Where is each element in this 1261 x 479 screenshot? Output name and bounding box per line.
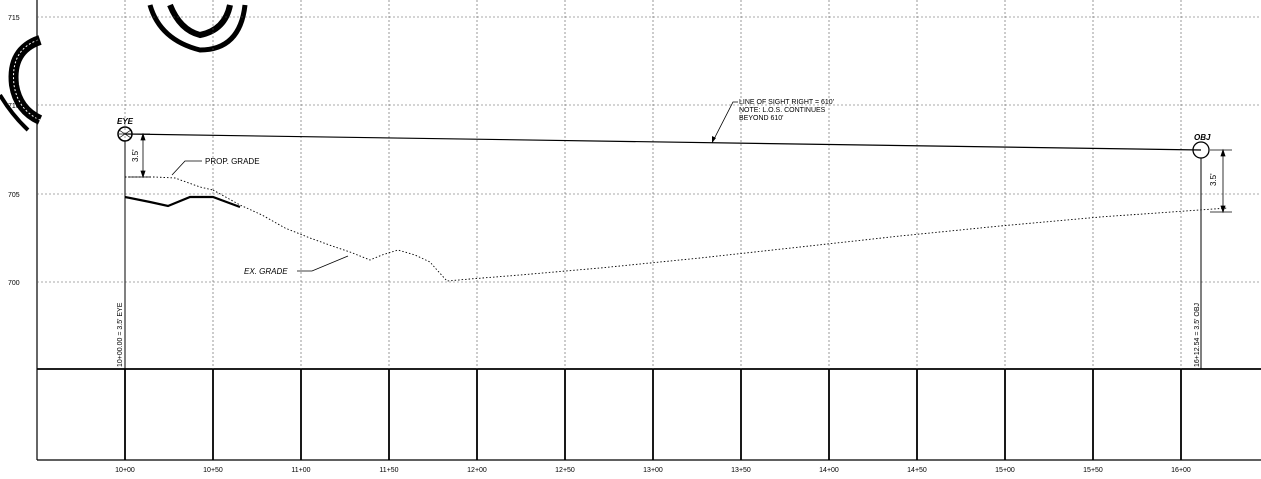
x-label: 14+50 — [907, 467, 927, 474]
x-label: 11+00 — [291, 467, 310, 474]
obj-station-label: 16+12.54 = 3.5' OBJ — [1194, 303, 1201, 367]
station-labels: 10+00 10+50 11+00 11+50 12+00 12+50 13+0… — [115, 467, 1191, 474]
ex-grade-label: EX. GRADE — [244, 267, 288, 276]
x-label: 12+00 — [467, 467, 487, 474]
x-label: 11+50 — [379, 467, 398, 474]
los-note-line1: LINE OF SIGHT RIGHT = 610' — [739, 99, 834, 106]
line-of-sight — [124, 133, 1202, 151]
los-note-line3: BEYOND 610' — [739, 115, 784, 122]
los-leader — [711, 101, 738, 144]
x-label: 14+00 — [819, 467, 839, 474]
x-label: 15+50 — [1083, 467, 1103, 474]
x-label: 10+00 — [115, 467, 135, 474]
prop-grade-label: PROP. GRADE — [205, 157, 260, 166]
y-label: 700 — [8, 280, 20, 287]
eye-height-label: 3.5' — [131, 149, 140, 162]
proposed-grade-dotted — [125, 176, 214, 191]
elevation-labels: 715 710 705 700 — [8, 15, 20, 287]
existing-grade-line — [212, 189, 1229, 282]
vertical-gridlines — [124, 0, 1182, 369]
station-table-columns — [124, 369, 1182, 460]
los-note-line2: NOTE: L.O.S. CONTINUES — [739, 107, 826, 114]
x-label: 10+50 — [203, 467, 223, 474]
obj-height-label: 3.5' — [1209, 173, 1218, 186]
obj-label: OBJ — [1194, 133, 1211, 142]
x-label: 13+00 — [643, 467, 663, 474]
eye-label: EYE — [117, 117, 134, 126]
x-label: 16+00 — [1171, 467, 1191, 474]
watermark-stamp-icon — [0, 3, 248, 132]
los-leader-arrow — [712, 136, 716, 143]
proposed-grade-line — [124, 195, 241, 209]
eye-height-dimension — [128, 132, 150, 179]
y-label: 705 — [8, 192, 20, 199]
eye-station-label: 10+00.00 = 3.5' EYE — [117, 302, 124, 367]
ex-grade-leader — [297, 255, 349, 272]
y-label: 715 — [8, 15, 20, 22]
object-circle-icon — [1192, 141, 1210, 159]
x-label: 15+00 — [995, 467, 1015, 474]
y-label: 710 — [8, 103, 20, 110]
prop-grade-leader — [171, 160, 202, 176]
x-label: 12+50 — [555, 467, 575, 474]
plot-frame — [36, 0, 1261, 461]
x-label: 13+50 — [731, 467, 751, 474]
obj-height-dimension — [1210, 148, 1232, 214]
horizontal-gridlines — [37, 16, 1261, 283]
